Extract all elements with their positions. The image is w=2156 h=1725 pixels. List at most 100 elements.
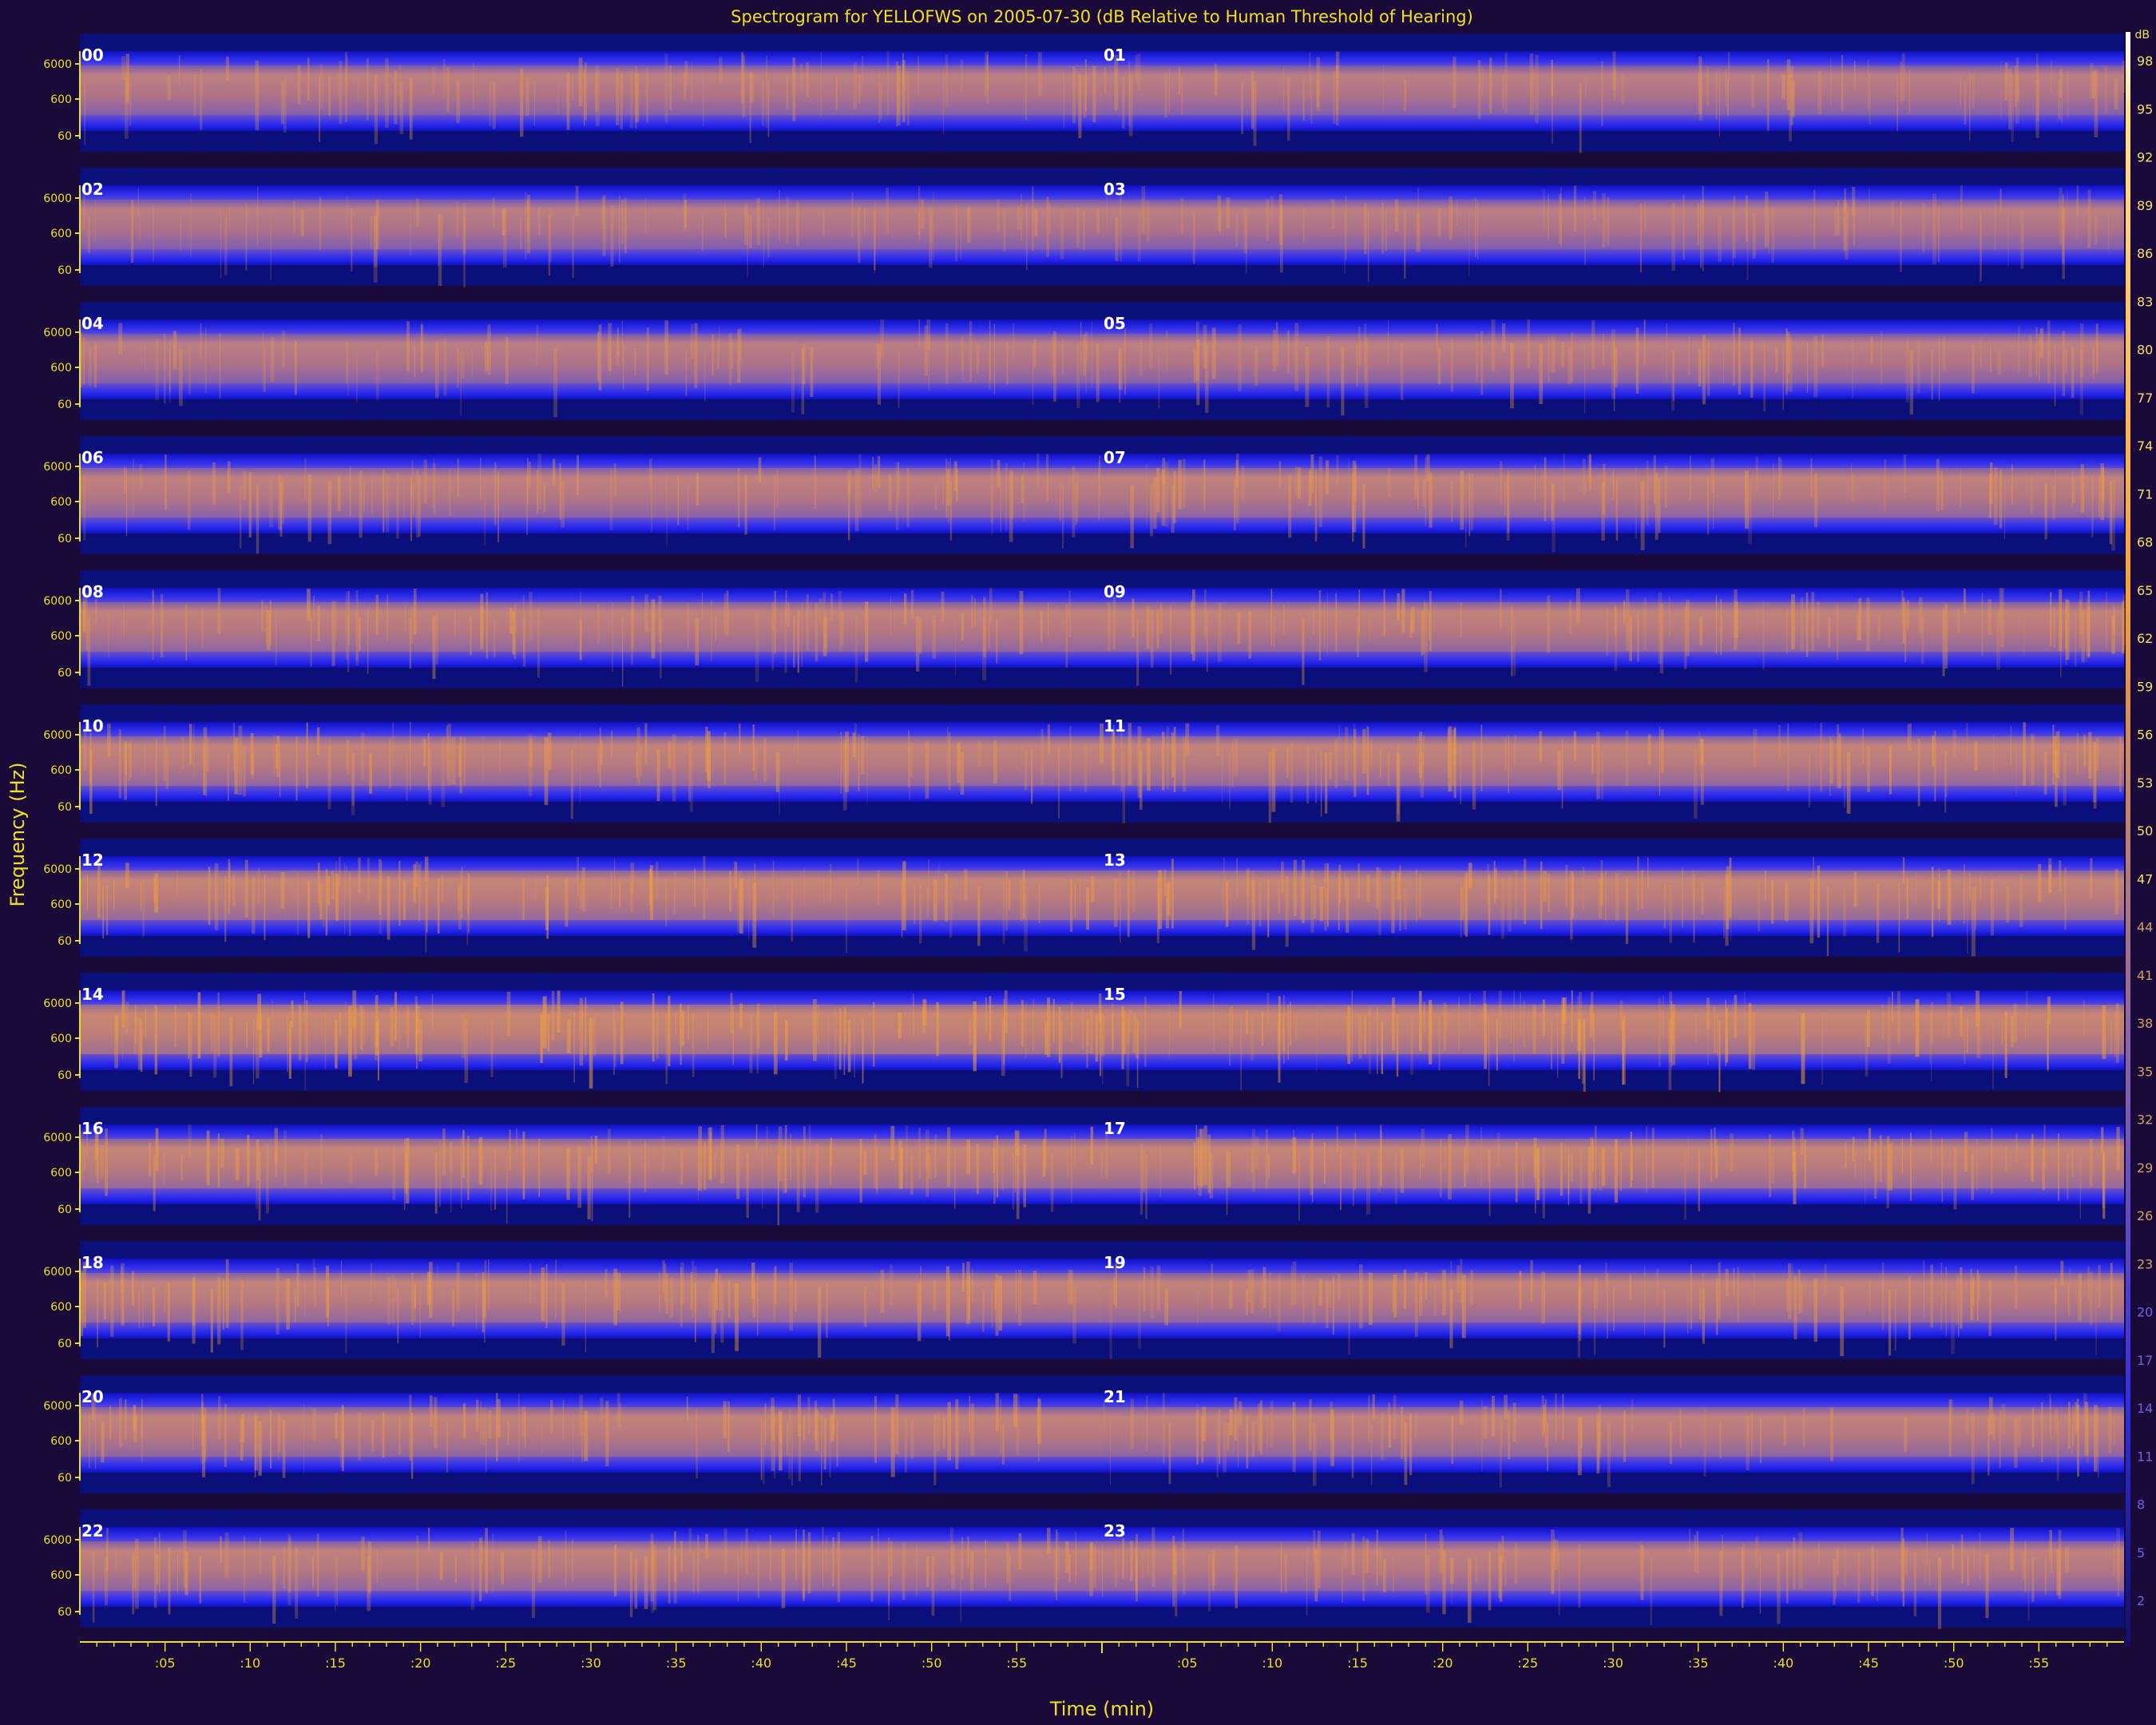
spectral-streak	[1788, 331, 1790, 374]
spectral-streak	[2113, 606, 2115, 635]
y-tick-label: 60	[57, 533, 72, 545]
spectral-streak	[363, 482, 365, 512]
spectral-streak	[1500, 589, 1502, 629]
spectral-streak	[2087, 605, 2091, 657]
spectral-streak	[2114, 869, 2118, 914]
spectral-streak	[926, 886, 929, 918]
spectral-streak	[595, 65, 600, 126]
colorbar-tick-label: 65	[2137, 583, 2153, 598]
spectral-streak	[497, 471, 499, 542]
spectral-streak	[1051, 336, 1055, 377]
spectral-streak	[1394, 1152, 1397, 1204]
spectral-streak	[286, 1279, 290, 1330]
spectral-streak	[1541, 1395, 1544, 1437]
spectral-streak	[2079, 323, 2084, 378]
spectral-streak	[823, 878, 825, 903]
x-tick-label: :45	[1858, 1656, 1879, 1671]
spectral-streak	[1464, 482, 1467, 548]
spectral-streak	[2042, 1148, 2046, 1191]
spectral-streak	[367, 58, 369, 121]
spectral-streak	[2015, 1133, 2018, 1162]
spectral-streak	[2067, 1154, 2069, 1200]
spectral-streak	[370, 216, 373, 249]
spectral-streak	[1098, 461, 1100, 521]
spectral-streak	[956, 469, 958, 502]
spectral-streak	[1366, 1152, 1370, 1215]
spectral-streak	[1672, 350, 1674, 402]
spectral-streak	[202, 1415, 206, 1477]
spectral-streak	[1937, 880, 1940, 910]
spectral-streak	[82, 188, 85, 230]
spectral-streak	[774, 1266, 777, 1305]
spectral-streak	[607, 1128, 611, 1175]
spectral-streak	[179, 1549, 180, 1576]
spectral-streak	[756, 1009, 759, 1073]
spectral-streak	[620, 73, 623, 129]
spectral-streak	[684, 61, 688, 85]
spectral-streak	[874, 201, 876, 273]
spectral-streak	[1836, 605, 1839, 660]
spectral-streak	[2092, 741, 2097, 803]
spectral-streak	[1513, 617, 1516, 676]
colorbar-tick-label: 98	[2137, 54, 2153, 69]
spectral-streak	[1306, 1545, 1308, 1616]
spectral-streak	[1639, 203, 1642, 273]
spectral-streak	[2055, 751, 2058, 807]
spectral-streak	[1562, 1394, 1564, 1441]
spectral-streak	[1415, 1413, 1417, 1438]
spectral-streak	[1032, 344, 1034, 406]
spectral-streak	[2051, 1530, 2052, 1572]
spectral-streak	[246, 1022, 248, 1048]
spectral-streak	[1314, 1549, 1318, 1602]
spectral-streak	[1870, 335, 1873, 364]
spectral-streak	[168, 1548, 171, 1615]
spectral-streak	[960, 1551, 962, 1623]
spectral-streak	[895, 462, 899, 530]
spectral-streak	[247, 1134, 250, 1187]
spectral-streak	[259, 1537, 261, 1574]
y-tick-label: 60	[57, 801, 72, 814]
spectral-streak	[1085, 342, 1087, 393]
spectral-streak	[955, 1399, 959, 1469]
spectral-streak	[1605, 870, 1607, 921]
spectral-streak	[739, 878, 743, 934]
spectral-streak	[1552, 1552, 1555, 1595]
spectral-streak	[2104, 65, 2108, 114]
spectral-streak	[1352, 473, 1354, 542]
spectral-streak	[250, 733, 254, 775]
spectral-streak	[572, 76, 574, 101]
spectral-streak	[1630, 1132, 1632, 1188]
spectral-streak	[890, 1407, 895, 1477]
spectral-streak	[304, 1149, 307, 1187]
spectral-streak	[434, 1152, 438, 1214]
spectral-streak	[516, 1128, 518, 1154]
colorbar-tick-label: 14	[2137, 1401, 2153, 1416]
spectral-streak	[1032, 186, 1034, 251]
spectral-streak	[1317, 1530, 1321, 1588]
spectral-streak	[1139, 750, 1143, 810]
spectral-streak	[137, 1017, 142, 1070]
y-tick-label: 600	[50, 496, 72, 509]
spectral-streak	[692, 1014, 695, 1077]
x-tick-label: :35	[1688, 1656, 1709, 1671]
spectral-streak	[840, 732, 842, 794]
spectral-streak	[1663, 1289, 1666, 1348]
spectral-streak	[2031, 1556, 2035, 1602]
spectral-streak	[1306, 746, 1310, 803]
spectral-streak	[1130, 1398, 1134, 1449]
spectral-streak	[1547, 595, 1551, 653]
spectral-streak	[367, 1541, 372, 1593]
spectral-streak	[1437, 208, 1441, 237]
spectral-streak	[1510, 343, 1514, 409]
spectral-streak	[862, 56, 864, 85]
spectral-streak	[1248, 611, 1251, 659]
spectral-streak	[528, 462, 531, 488]
spectral-streak	[1246, 1415, 1249, 1469]
spectral-streak	[1236, 454, 1239, 523]
spectral-streak	[413, 1283, 417, 1309]
spectral-streak	[1589, 1005, 1594, 1038]
spectral-streak	[914, 884, 916, 925]
spectral-streak	[485, 1409, 487, 1473]
hour-label: 18	[81, 1253, 104, 1272]
spectral-streak	[132, 458, 134, 515]
